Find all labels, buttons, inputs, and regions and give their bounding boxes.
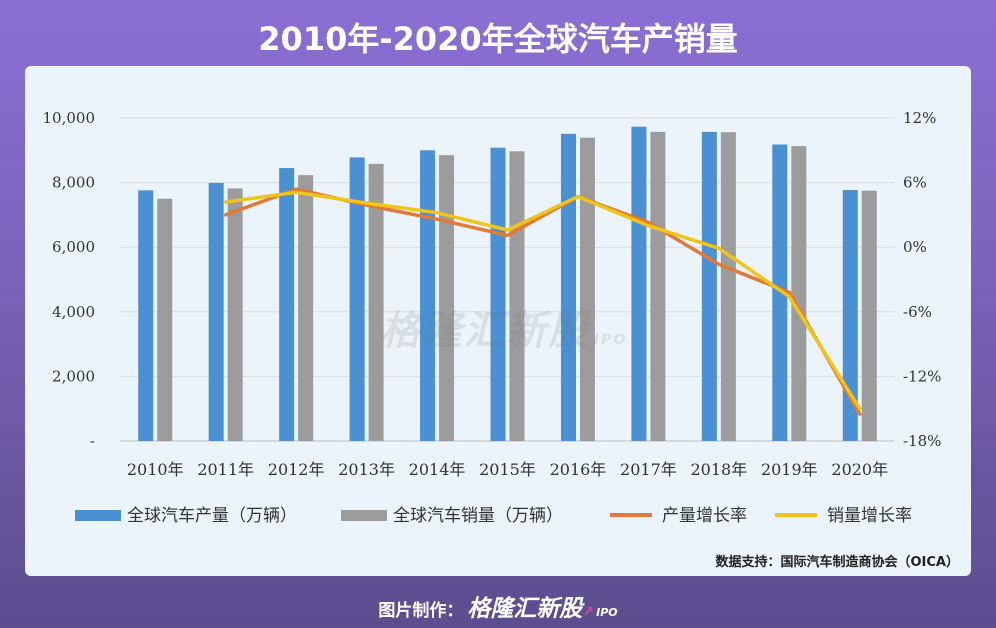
chart-panel: - 2,000 4,000 6,000 8,000 10,000 -18% -12% -6% 0%… [25, 66, 971, 576]
line-series [223, 187, 862, 416]
production-bar [701, 131, 717, 441]
production-bar [138, 190, 154, 441]
y-left-tick-label: 10,000 [43, 109, 96, 127]
footer-label: 图片制作： [378, 601, 464, 621]
production-bar [208, 182, 224, 441]
production-bar [279, 168, 295, 441]
y-left-tick-label: 8,000 [52, 174, 95, 192]
source-note: 数据支持：国际汽车制造商协会（OICA） [715, 555, 960, 570]
production-bar [490, 147, 506, 441]
x-tick-label: 2012年 [268, 460, 325, 479]
x-tick-label: 2016年 [550, 460, 607, 479]
y-right-tick-label: -12% [903, 367, 941, 385]
grid-lines [120, 117, 895, 442]
sales-bar [650, 131, 666, 441]
legend: 全球汽车产量（万辆） 全球汽车销量（万辆） 产量增长率 销量增长率 [75, 506, 912, 526]
y-left-tick-label: 6,000 [52, 238, 95, 256]
trend-arrow-icon: ↗ [582, 604, 595, 620]
legend-sales-swatch [341, 510, 387, 521]
y-left-tick-label: 4,000 [52, 303, 95, 321]
axis-ticks: - 2,000 4,000 6,000 8,000 10,000 -18% -12% -6% 0%… [43, 109, 942, 479]
sales-bar [298, 175, 314, 441]
x-tick-label: 2018年 [690, 460, 747, 479]
footer-brand: 格隆汇新股 [467, 596, 583, 622]
legend-sales-growth-label: 销量增长率 [827, 506, 912, 526]
footer-brand-suffix: IPO [596, 606, 618, 619]
y-right-tick-label: 6% [903, 174, 927, 192]
production-bar [772, 144, 788, 441]
sales-bar [861, 190, 877, 441]
bar-series [138, 126, 877, 442]
legend-sales-label: 全球汽车销量（万辆） [393, 506, 563, 526]
sales-bar [579, 137, 595, 441]
y-left-tick-label: - [90, 432, 95, 450]
sales-bar [509, 151, 525, 442]
legend-production-label: 全球汽车产量（万辆） [127, 506, 297, 526]
production-bar [349, 157, 365, 441]
sales-bar [227, 188, 243, 441]
watermark: 格隆汇新股 IPO [380, 308, 628, 354]
y-right-tick-label: 0% [903, 238, 927, 256]
y-right-tick-label: -18% [903, 432, 941, 450]
production-bar [842, 190, 858, 441]
sales-growth-line [223, 190, 862, 411]
x-tick-label: 2014年 [409, 460, 466, 479]
x-tick-label: 2017年 [620, 460, 677, 479]
footer: 图片制作： 格隆汇新股↗ IPO [0, 589, 996, 623]
x-tick-label: 2020年 [831, 460, 888, 479]
production-bar [631, 126, 647, 441]
chart-svg: - 2,000 4,000 6,000 8,000 10,000 -18% -12% -6% 0%… [43, 109, 942, 526]
production-bar [560, 133, 576, 441]
sales-bar [791, 146, 807, 441]
sales-bar [157, 198, 173, 441]
sales-bar [439, 155, 455, 441]
x-tick-label: 2015年 [479, 460, 536, 479]
page-title: 2010年-2020年全球汽车产销量 [258, 20, 738, 58]
legend-production-growth-label: 产量增长率 [662, 506, 747, 526]
y-left-tick-label: 2,000 [52, 367, 95, 385]
x-tick-label: 2019年 [761, 460, 818, 479]
sales-bar [368, 163, 384, 441]
x-tick-label: 2010年 [127, 460, 184, 479]
sales-bar [720, 132, 736, 441]
y-right-tick-label: 12% [903, 109, 936, 127]
y-right-tick-label: -6% [903, 303, 932, 321]
x-tick-label: 2013年 [338, 460, 395, 479]
legend-production-swatch [75, 510, 121, 521]
production-bar [420, 150, 436, 442]
x-tick-label: 2011年 [197, 460, 254, 479]
